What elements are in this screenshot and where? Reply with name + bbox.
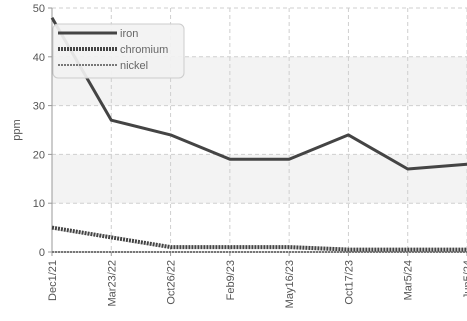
y-tick-label: 30	[33, 101, 45, 113]
legend-label-chromium: chromium	[120, 44, 168, 56]
y-tick-label: 20	[33, 149, 45, 161]
x-tick-label: Mar5/24	[403, 260, 415, 300]
legend-label-iron: iron	[120, 28, 138, 40]
x-tick-label: Jun5/24	[462, 260, 467, 299]
y-tick-label: 0	[39, 247, 45, 259]
y-tick-label: 10	[33, 198, 45, 210]
legend: iron chromium nickel	[52, 23, 185, 79]
x-tick-label: Mar23/22	[106, 260, 118, 306]
x-tick-labels: Dec1/21 Mar23/22 Oct26/22 Feb9/23 May16/23 Oc…	[47, 252, 467, 308]
x-tick-label: May16/23	[284, 260, 296, 308]
x-tick-label: Oct26/22	[166, 260, 178, 305]
series-line-chromium	[51, 225, 467, 252]
y-axis-title: ppm	[11, 119, 23, 140]
series-line-iron	[50, 17, 467, 171]
x-tick-label: Oct17/23	[343, 260, 355, 305]
y-tick-label: 40	[33, 52, 45, 64]
series-lines	[50, 17, 467, 253]
legend-label-nickel: nickel	[120, 60, 148, 72]
plot-background-bands	[52, 56, 467, 204]
background-band	[52, 154, 467, 204]
y-tick-label: 50	[33, 3, 45, 15]
x-tick-label: Dec1/21	[47, 260, 59, 301]
y-tick-labels: 0 10 20 30 40 50	[33, 3, 52, 259]
x-tick-label: Feb9/23	[225, 260, 237, 300]
